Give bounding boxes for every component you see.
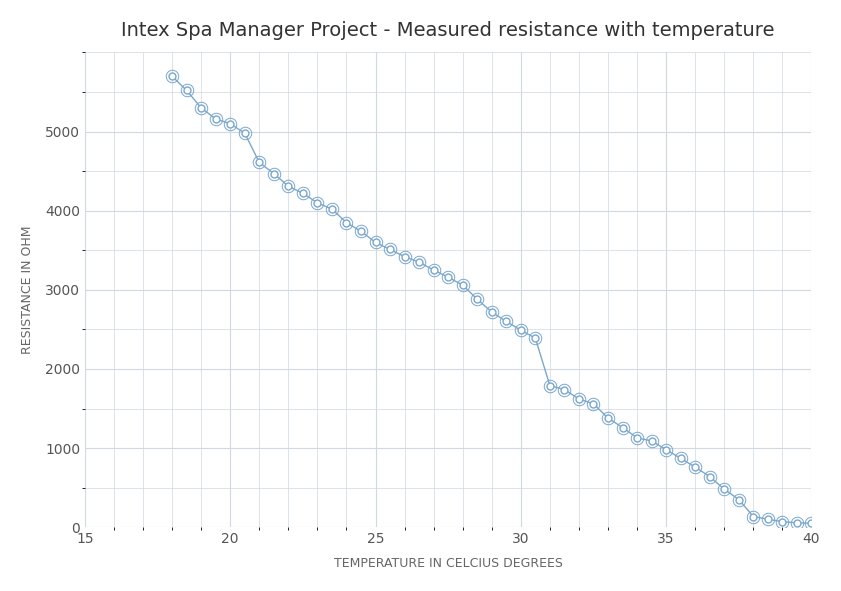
X-axis label: TEMPERATURE IN CELCIUS DEGREES: TEMPERATURE IN CELCIUS DEGREES <box>334 557 563 570</box>
Y-axis label: RESISTANCE IN OHM: RESISTANCE IN OHM <box>21 226 34 354</box>
Title: Intex Spa Manager Project - Measured resistance with temperature: Intex Spa Manager Project - Measured res… <box>121 21 775 40</box>
